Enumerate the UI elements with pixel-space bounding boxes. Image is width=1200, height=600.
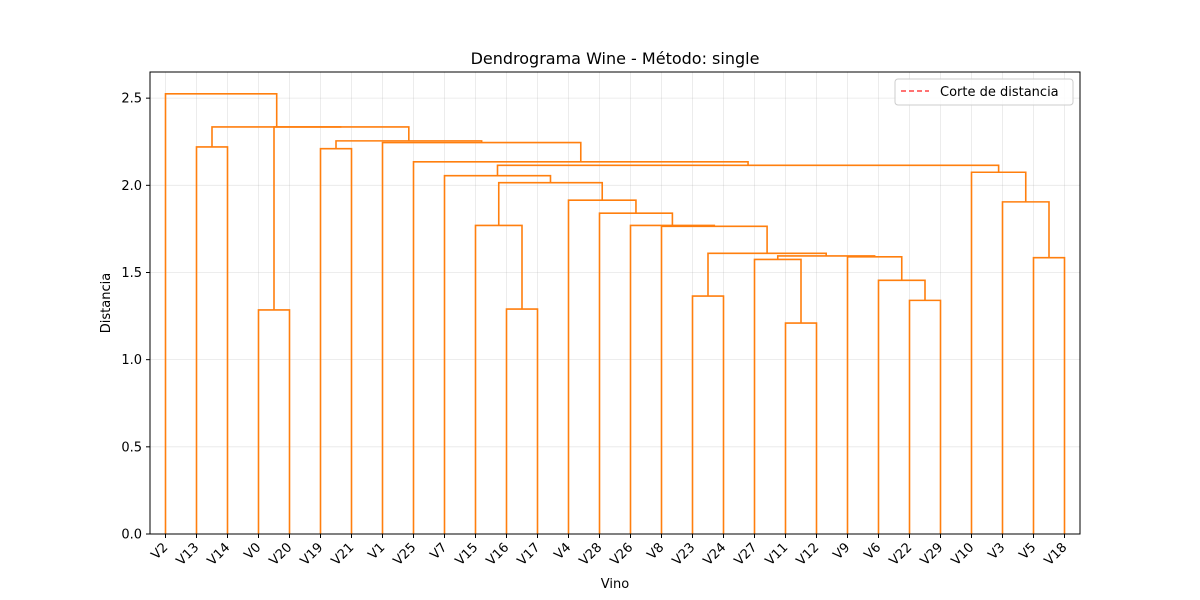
legend: Corte de distancia <box>894 78 1074 106</box>
dendrogram-link <box>412 160 749 534</box>
dendrogram-link <box>211 126 342 147</box>
legend-box <box>894 78 1074 106</box>
dendrogram-link <box>629 224 716 534</box>
dendrogram-link <box>567 199 637 534</box>
x-axis-title: Vino <box>601 577 629 592</box>
y-tick-label: 2.0 <box>121 179 142 194</box>
chart-title: Dendrograma Wine - Método: single <box>471 49 760 68</box>
y-tick-label: 1.0 <box>121 353 142 368</box>
y-tick-label: 0.0 <box>121 528 142 543</box>
dendrogram-link <box>877 279 926 534</box>
dendrogram-link <box>474 224 523 534</box>
dendrogram-link <box>257 309 291 534</box>
dendrogram-link <box>505 308 539 534</box>
y-tick-label: 0.5 <box>121 440 142 455</box>
dendrogram-link <box>1032 256 1066 534</box>
plot-frame <box>149 71 1081 535</box>
dendrogram-link <box>497 181 604 226</box>
dendrogram-link <box>273 126 410 310</box>
legend-label: Corte de distancia <box>940 85 1059 100</box>
y-axis: 0.0 0.5 1.0 1.5 2.0 2.5 <box>121 92 150 543</box>
dendrogram-links <box>164 92 1066 534</box>
dendrogram-link <box>496 164 1000 176</box>
dendrogram-link <box>381 141 582 534</box>
y-tick-label: 1.5 <box>121 266 142 281</box>
dendrogram-link <box>164 92 278 534</box>
dendrogram-link <box>908 299 942 534</box>
dendrogram-link <box>660 225 768 534</box>
y-axis-title: Distancia <box>99 273 114 333</box>
y-tick-label: 2.5 <box>121 92 142 107</box>
